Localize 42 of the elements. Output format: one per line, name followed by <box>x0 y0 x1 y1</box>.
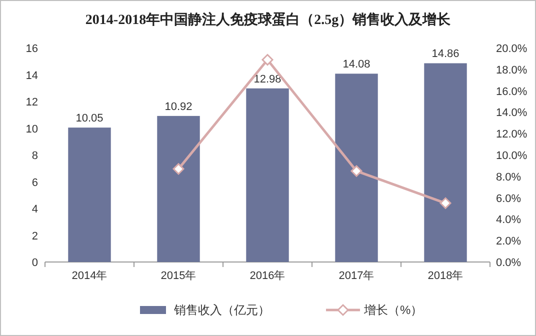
y2-tick-label: 2.0% <box>496 236 522 248</box>
y-tick-label: 2 <box>32 230 38 242</box>
y2-tick-label: 16.0% <box>496 86 528 98</box>
y-tick-label: 4 <box>32 204 38 216</box>
bar <box>246 88 289 262</box>
y-tick-label: 0 <box>32 257 38 269</box>
data-label: 12.98 <box>254 73 282 86</box>
point <box>262 54 274 66</box>
data-label: 14.08 <box>342 58 370 71</box>
bar <box>424 63 467 262</box>
x-tick-label: 2016年 <box>250 270 286 282</box>
y-tick-label: 6 <box>32 176 38 189</box>
y-tick-label: 14 <box>26 70 38 82</box>
y2-tick-label: 6.0% <box>496 192 522 205</box>
y2-tick-label: 14.0% <box>496 107 528 120</box>
bar <box>335 74 378 262</box>
y-tick-label: 12 <box>26 96 38 108</box>
y2-tick-label: 20.0% <box>496 43 528 55</box>
chart-title: 2014-2018年中国静注人免疫球蛋白（2.5g）销售收入及增长 <box>85 11 452 28</box>
bar <box>157 116 200 262</box>
y2-tick-label: 4.0% <box>496 214 522 226</box>
y2-tick-label: 12.0% <box>496 128 528 141</box>
data-label: 14.86 <box>432 48 460 60</box>
y-tick-label: 8 <box>32 150 38 162</box>
data-label: 10.05 <box>76 112 104 125</box>
x-tick-label: 2014年 <box>72 270 108 282</box>
x-tick-label: 2018年 <box>428 270 464 282</box>
y2-tick-label: 0.0% <box>496 257 522 269</box>
x-tick-label: 2015年 <box>160 270 196 282</box>
legend-label: 销售收入（亿元） <box>173 303 270 317</box>
x-tick-label: 2017年 <box>338 270 374 282</box>
data-label: 10.92 <box>164 100 192 113</box>
point <box>440 197 452 209</box>
y2-tick-label: 8.0% <box>496 171 522 184</box>
legend-label: 增长（%） <box>363 303 423 317</box>
y2-tick-label: 18.0% <box>496 64 528 76</box>
bar <box>68 128 111 262</box>
y-tick-label: 16 <box>26 43 38 55</box>
point <box>172 163 184 175</box>
y2-tick-label: 10.0% <box>496 150 528 162</box>
y-tick-label: 10 <box>26 123 38 136</box>
point <box>350 165 362 177</box>
